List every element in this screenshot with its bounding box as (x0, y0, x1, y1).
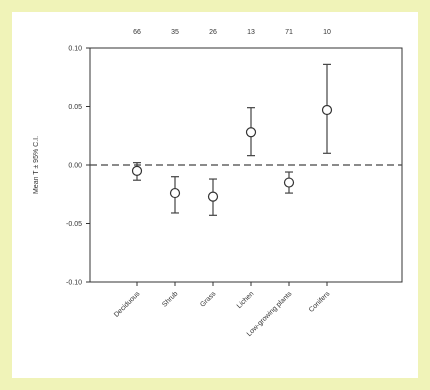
figure-panel: -0.10 -0.05 0.00 0.05 0.10 Mean T ± 95% C.I. D… (12, 12, 418, 378)
y-tick-label: 0.05 (68, 104, 82, 111)
mean-point (169, 187, 181, 199)
sample-count-label: 10 (323, 29, 331, 36)
x-tick-label: Deciduous (113, 290, 142, 319)
mean-point (245, 127, 257, 138)
mean-t-error-bar-chart: -0.10 -0.05 0.00 0.05 0.10 Mean T ± 95% C.I. D… (33, 29, 403, 338)
sample-count-label: 13 (247, 29, 255, 36)
x-tick-label: Lichen (236, 290, 256, 310)
sample-count-label: 66 (133, 29, 141, 36)
y-tick-label: -0.10 (66, 280, 82, 287)
y-tick-label: -0.05 (66, 221, 82, 228)
x-tick-label: Shrub (161, 290, 179, 308)
sample-count-label: 35 (171, 29, 179, 36)
mean-point (131, 165, 143, 176)
sample-count-label: 26 (209, 29, 217, 36)
mean-point (207, 191, 219, 202)
y-tick-label: 0.10 (68, 46, 82, 53)
sample-count-label: 71 (285, 29, 293, 36)
y-tick-label: 0.00 (68, 163, 82, 170)
mean-point (283, 177, 295, 188)
x-tick-label: Conifers (308, 290, 332, 314)
y-axis-title: Mean T ± 95% C.I. (33, 136, 40, 194)
mean-point (321, 104, 333, 116)
x-tick-label: Grass (199, 290, 218, 309)
